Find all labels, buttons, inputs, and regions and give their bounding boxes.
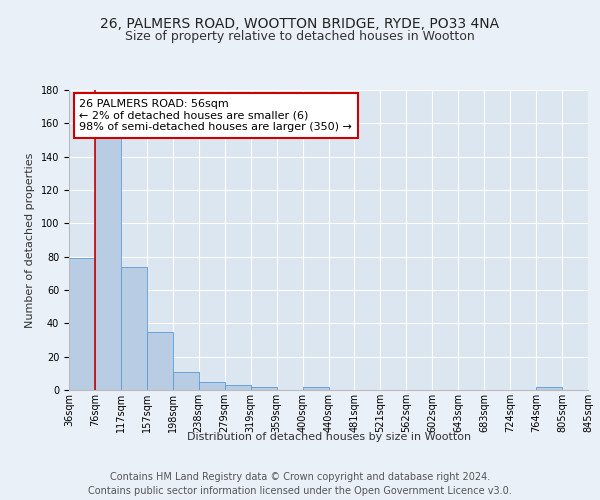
Bar <box>199 382 224 390</box>
Bar <box>95 135 121 390</box>
Bar <box>536 386 562 390</box>
Text: Contains HM Land Registry data © Crown copyright and database right 2024.
Contai: Contains HM Land Registry data © Crown c… <box>88 472 512 496</box>
Text: 26 PALMERS ROAD: 56sqm
← 2% of detached houses are smaller (6)
98% of semi-detac: 26 PALMERS ROAD: 56sqm ← 2% of detached … <box>79 99 352 132</box>
Bar <box>302 386 329 390</box>
Bar <box>225 385 251 390</box>
Text: 26, PALMERS ROAD, WOOTTON BRIDGE, RYDE, PO33 4NA: 26, PALMERS ROAD, WOOTTON BRIDGE, RYDE, … <box>100 18 500 32</box>
Bar <box>173 372 199 390</box>
Bar <box>121 266 147 390</box>
Bar <box>251 386 277 390</box>
Bar <box>69 258 95 390</box>
Bar <box>147 332 173 390</box>
Y-axis label: Number of detached properties: Number of detached properties <box>25 152 35 328</box>
Text: Distribution of detached houses by size in Wootton: Distribution of detached houses by size … <box>187 432 471 442</box>
Text: Size of property relative to detached houses in Wootton: Size of property relative to detached ho… <box>125 30 475 43</box>
